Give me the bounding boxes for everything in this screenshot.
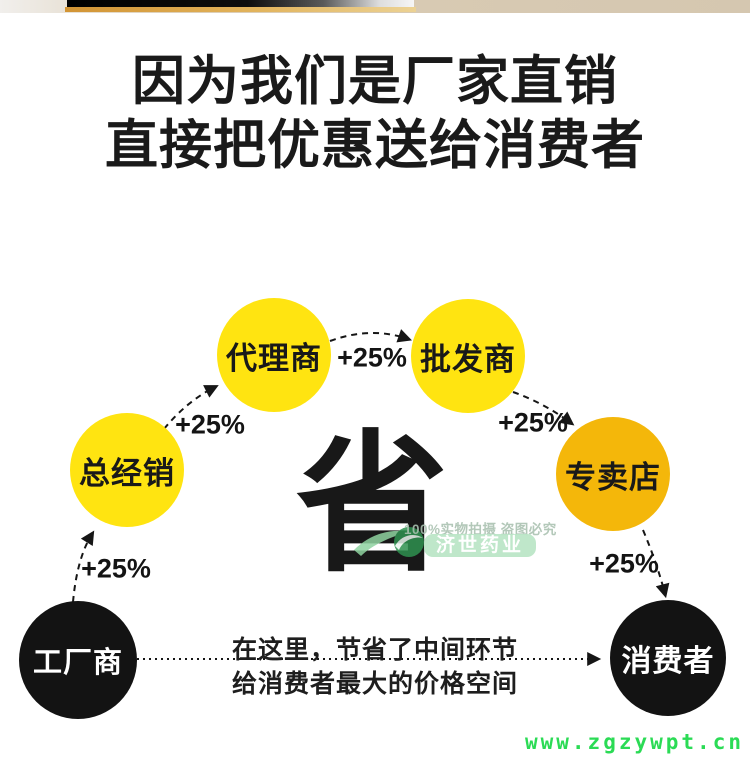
footer-note-line-1: 在这里，节省了中间环节 bbox=[231, 636, 518, 664]
node-label: 工厂商 bbox=[32, 647, 123, 679]
node-exclusive-store: 专卖店 bbox=[556, 417, 670, 531]
photo-gold-trim bbox=[65, 7, 416, 12]
percent-label-1: +25% bbox=[81, 553, 151, 584]
node-label: 专卖店 bbox=[565, 459, 661, 495]
node-label: 代理商 bbox=[226, 340, 322, 376]
title-line-1: 因为我们是厂家直销 bbox=[132, 52, 618, 111]
percent-label-4: +25% bbox=[498, 407, 568, 438]
node-factory: 工厂商 bbox=[19, 601, 137, 719]
site-url: www.zgzywpt.cn bbox=[524, 730, 744, 754]
watermark-logo-icon bbox=[354, 527, 424, 557]
footer-note-line-2: 给消费者最大的价格空间 bbox=[231, 670, 518, 698]
node-label: 消费者 bbox=[621, 645, 715, 678]
title-line-2: 直接把优惠送给消费者 bbox=[105, 116, 645, 175]
node-wholesaler: 批发商 bbox=[411, 299, 525, 413]
photo-shadow-bar bbox=[67, 0, 414, 8]
node-label: 批发商 bbox=[420, 341, 516, 377]
node-consumer: 消费者 bbox=[610, 600, 726, 716]
percent-label-3: +25% bbox=[337, 342, 407, 373]
percent-label-2: +25% bbox=[175, 409, 245, 440]
node-agent: 代理商 bbox=[217, 298, 331, 412]
node-general-distributor: 总经销 bbox=[70, 413, 184, 527]
watermark-brand-badge: 济世药业 bbox=[424, 534, 536, 557]
photo-strip bbox=[0, 0, 750, 13]
watermark-notice: 100%实物拍摄 盗图必究 bbox=[404, 522, 557, 537]
arrow-agent-to-wholesaler bbox=[329, 329, 412, 343]
node-label: 总经销 bbox=[79, 455, 175, 491]
save-character: 省 bbox=[296, 420, 448, 590]
percent-label-5: +25% bbox=[589, 548, 659, 579]
page-title: 因为我们是厂家直销 直接把优惠送给消费者 bbox=[0, 50, 750, 178]
